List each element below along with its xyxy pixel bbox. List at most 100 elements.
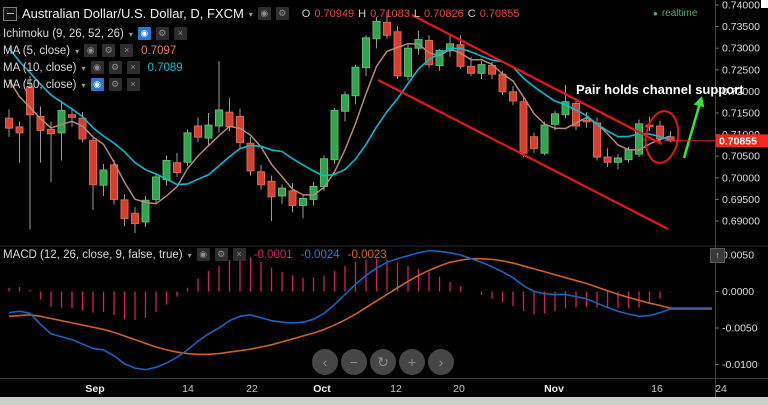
eye-icon[interactable]: ◉	[137, 27, 151, 40]
gear-icon[interactable]: ⚙	[275, 7, 289, 20]
indicator-value: 0.7089	[147, 61, 183, 74]
indicator-row-ichimoku: Ichimoku (9, 26, 52, 26) ▾ ◉ ⚙ ×	[3, 25, 187, 42]
gear-icon[interactable]: ⚙	[108, 61, 122, 74]
indicator-row-ma5: MA (5, close) ▾ ◉ ⚙ × 0.7097	[3, 42, 187, 59]
open-label: O	[301, 7, 311, 20]
page-corner-sliver	[761, 0, 768, 8]
gear-icon[interactable]: ⚙	[155, 27, 169, 40]
macd-line	[8, 249, 712, 371]
high-label: H	[358, 7, 367, 20]
macd-signal-line	[8, 257, 712, 356]
indicator-row-ma50: MA (50, close) ▾ ◉ ⚙ ×	[3, 76, 187, 93]
svg-text:0.69000: 0.69000	[722, 216, 760, 228]
eye-icon[interactable]: ◉	[257, 7, 271, 20]
svg-text:0.69500: 0.69500	[722, 194, 760, 206]
chevron-down-icon[interactable]: ▾	[248, 10, 253, 19]
zoom-out-button[interactable]: −	[341, 349, 367, 375]
gear-icon[interactable]: ⚙	[108, 78, 122, 91]
close-icon[interactable]: ×	[126, 78, 140, 91]
svg-text:0.71500: 0.71500	[722, 108, 760, 120]
svg-text:0.70855: 0.70855	[719, 136, 757, 148]
realtime-label: realtime	[661, 8, 698, 19]
indicator-row-ma10: MA (10, close) ▾ ◉ ⚙ × 0.7089	[3, 59, 187, 76]
svg-text:0.73500: 0.73500	[722, 21, 760, 33]
up-arrow-annotation[interactable]	[682, 102, 702, 159]
svg-text:0.74000: 0.74000	[722, 0, 760, 12]
ma5-line	[8, 42, 671, 205]
up-arrow-head	[693, 96, 705, 108]
close-icon[interactable]: ×	[120, 44, 134, 57]
svg-text:0.70000: 0.70000	[722, 172, 760, 184]
eye-icon[interactable]: ◉	[84, 44, 98, 57]
svg-text:0.70500: 0.70500	[722, 151, 760, 163]
candles	[5, 11, 675, 234]
svg-text:Oct: Oct	[313, 383, 331, 395]
page-bottom-strip	[0, 397, 768, 405]
symbol-title[interactable]: Australian Dollar/U.S. Dollar, D, FXCM	[22, 6, 244, 21]
chevron-down-icon[interactable]: ▾	[75, 47, 80, 56]
zoom-in-button[interactable]: +	[399, 349, 425, 375]
eye-icon[interactable]: ◉	[196, 248, 210, 261]
high-value: 0.71083	[370, 7, 410, 20]
close-icon[interactable]: ×	[173, 27, 187, 40]
chevron-down-icon[interactable]: ▾	[187, 251, 192, 260]
channel-upper-line[interactable]	[411, 14, 663, 145]
eye-icon[interactable]: ◉	[90, 78, 104, 91]
chevron-down-icon[interactable]: ▾	[81, 81, 86, 90]
macd-legend: MACD (12, 26, close, 9, false, true) ▾ ◉…	[3, 248, 387, 261]
realtime-dot-icon: ●	[653, 9, 658, 18]
svg-text:-0.0100: -0.0100	[722, 359, 758, 371]
svg-text:-0.0050: -0.0050	[722, 323, 758, 335]
channel-lower-line[interactable]	[377, 79, 669, 230]
svg-text:Nov: Nov	[544, 383, 564, 395]
svg-text:24: 24	[715, 383, 727, 395]
indicator-value: 0.7097	[141, 44, 177, 57]
symbol-header: Australian Dollar/U.S. Dollar, D, FXCM ▾…	[3, 6, 519, 21]
chevron-down-icon[interactable]: ▾	[128, 30, 133, 39]
time-axis[interactable]: Sep 14 22 Oct 12 20 Nov 16 24	[85, 383, 727, 395]
price-axis[interactable]: 0.74000 0.73500 0.73000 0.72500 0.72000 0.715…	[715, 0, 760, 228]
reset-view-button[interactable]: ↻	[370, 349, 396, 375]
macd-axis[interactable]: 0.0050 0.0000 -0.0050 -0.0100	[715, 250, 758, 372]
gear-icon[interactable]: ⚙	[102, 44, 116, 57]
close-label: C	[467, 7, 476, 20]
svg-text:12: 12	[390, 383, 402, 395]
macd-line-value: -0.0024	[300, 248, 340, 261]
svg-text:22: 22	[246, 383, 258, 395]
open-value: 0.70949	[314, 7, 355, 20]
collapse-pane-icon[interactable]	[3, 6, 17, 21]
eye-icon[interactable]: ◉	[90, 61, 104, 74]
close-value: 0.70855	[479, 7, 520, 20]
ohlc-readout: O 0.70949 H 0.71083 L 0.70826 C 0.70855	[302, 8, 520, 20]
macd-histogram	[8, 257, 672, 320]
svg-text:16: 16	[651, 383, 663, 395]
macd-hist-value: -0.0001	[253, 248, 293, 261]
move-pane-up-icon[interactable]: ↑	[710, 248, 725, 263]
indicator-name[interactable]: MACD (12, 26, close, 9, false, true)	[3, 248, 183, 261]
highlight-ellipse[interactable]	[643, 109, 682, 165]
last-price-badge: 0.70855	[716, 134, 768, 148]
macd-signal-value: -0.0023	[347, 248, 387, 261]
svg-text:14: 14	[182, 383, 194, 395]
svg-text:0.72500: 0.72500	[722, 64, 760, 76]
svg-text:0.0000: 0.0000	[722, 286, 754, 298]
chart-nav-controls: ‹ − ↻ + ›	[312, 349, 454, 375]
low-label: L	[413, 7, 420, 20]
close-icon[interactable]: ×	[232, 248, 246, 261]
svg-text:20: 20	[453, 383, 465, 395]
scroll-left-button[interactable]: ‹	[312, 349, 338, 375]
realtime-status: ● realtime	[653, 8, 697, 19]
indicator-name[interactable]: Ichimoku (9, 26, 52, 26)	[3, 27, 124, 40]
svg-text:0.0050: 0.0050	[722, 250, 754, 262]
gear-icon[interactable]: ⚙	[214, 248, 228, 261]
close-icon[interactable]: ×	[126, 61, 140, 74]
ma10-line	[8, 47, 671, 186]
indicator-name[interactable]: MA (10, close)	[3, 61, 77, 74]
chevron-down-icon[interactable]: ▾	[81, 64, 86, 73]
indicator-name[interactable]: MA (5, close)	[3, 44, 71, 57]
svg-text:Sep: Sep	[85, 383, 104, 395]
indicator-name[interactable]: MA (50, close)	[3, 78, 77, 91]
scroll-right-button[interactable]: ›	[428, 349, 454, 375]
svg-text:0.73000: 0.73000	[722, 43, 760, 55]
